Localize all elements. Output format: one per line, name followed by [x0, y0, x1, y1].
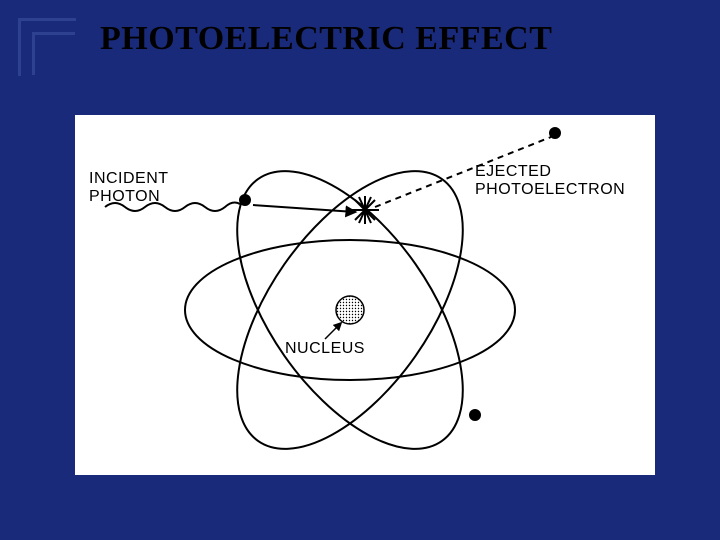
nucleus-circle [336, 296, 364, 324]
ejected-photoelectron [549, 127, 561, 139]
electron-orbiting [469, 409, 481, 421]
diagram-panel: INCIDENTPHOTON EJECTEDPHOTOELECTRON NUCL… [75, 115, 655, 475]
nucleus-pointer [325, 323, 341, 339]
slide-title: PHOTOELECTRIC EFFECT [100, 20, 680, 58]
slide-corner-decoration [18, 18, 98, 98]
electron-to-collision-arrow [253, 205, 355, 212]
label-ejected-photoelectron: EJECTEDPHOTOELECTRON [475, 163, 625, 200]
label-nucleus: NUCLEUS [285, 340, 365, 358]
collision-burst-icon [351, 196, 379, 224]
electron-target [239, 194, 251, 206]
label-incident-photon: INCIDENTPHOTON [89, 170, 169, 207]
